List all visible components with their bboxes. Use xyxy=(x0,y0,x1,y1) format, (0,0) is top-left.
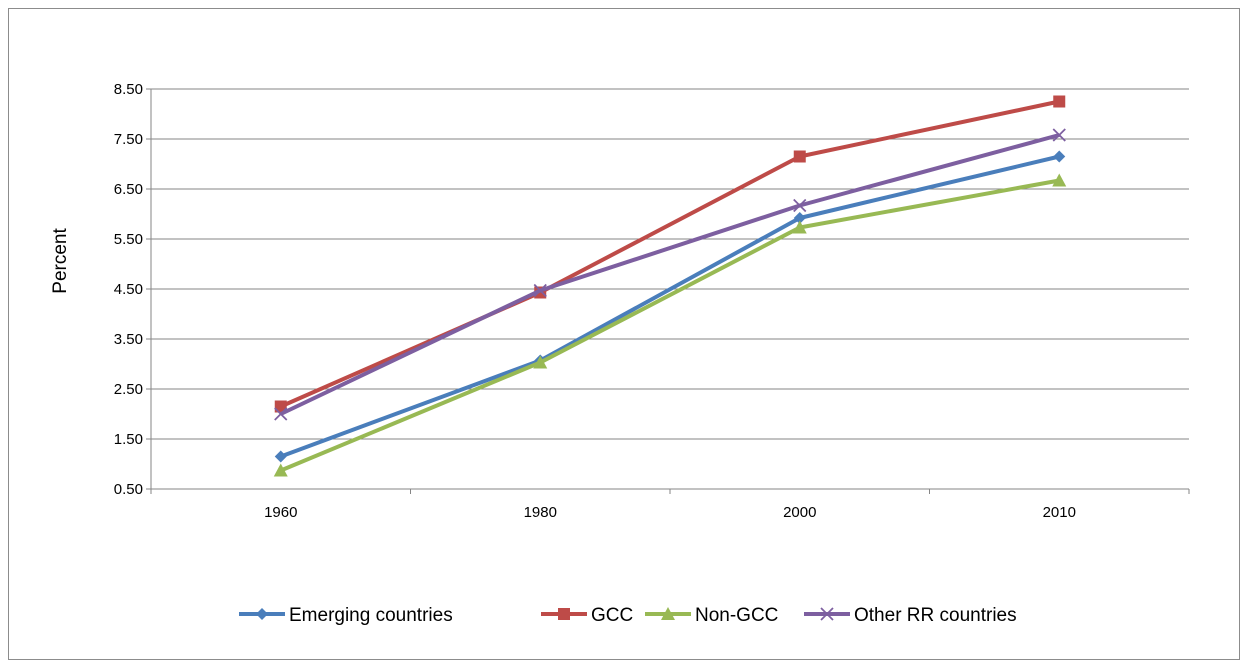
legend-label: Emerging countries xyxy=(289,605,453,626)
chart-frame: 0.50 1.50 2.50 3.50 4.50 5.50 6.50 7.50 8.50 1960… xyxy=(8,8,1240,660)
data-point xyxy=(1053,95,1066,108)
legend-marker xyxy=(256,608,268,620)
marker-stroke xyxy=(820,607,834,621)
marker-stroke xyxy=(1052,128,1066,142)
y-tick-label: 5.50 xyxy=(114,231,143,248)
x-tick-label: 2010 xyxy=(1043,504,1076,521)
x-tick-label: 1980 xyxy=(524,504,557,521)
legend-item: Emerging countries xyxy=(239,605,453,626)
series-line xyxy=(279,133,1060,416)
x-tick-label: 1960 xyxy=(264,504,297,521)
data-point xyxy=(793,198,807,213)
legend-label: Non-GCC xyxy=(695,605,778,626)
data-point xyxy=(274,450,287,463)
data-point xyxy=(274,407,288,421)
y-tick-label: 4.50 xyxy=(114,281,143,298)
legend-marker xyxy=(661,607,675,620)
legend-marker xyxy=(558,608,570,620)
line-chart: 0.50 1.50 2.50 3.50 4.50 5.50 6.50 7.50 8.50 1960… xyxy=(50,81,1190,626)
series-line xyxy=(280,154,1060,459)
y-tick-label: 0.50 xyxy=(114,481,143,498)
data-point xyxy=(273,463,288,477)
y-tick-label: 8.50 xyxy=(114,81,143,98)
y-tick-label: 7.50 xyxy=(114,131,143,148)
data-point xyxy=(793,212,806,224)
series-emerging-countries xyxy=(274,150,1066,463)
legend: Emerging countries GCC Non-GCC Other RR cou… xyxy=(239,605,1017,626)
legend-marker xyxy=(820,607,834,621)
data-point xyxy=(1053,150,1066,163)
series-other-rr-countries xyxy=(274,128,1066,421)
data-point xyxy=(1052,128,1066,142)
marker-stroke xyxy=(793,198,807,213)
y-tick-label: 3.50 xyxy=(114,331,143,348)
data-point xyxy=(1052,173,1067,187)
data-point xyxy=(793,150,806,163)
data-point xyxy=(533,355,548,369)
legend-item: GCC xyxy=(541,605,633,626)
series-line xyxy=(279,99,1060,409)
y-axis-title: Percent xyxy=(50,228,71,294)
data-point xyxy=(792,220,807,234)
legend-item: Non-GCC xyxy=(645,605,778,626)
series-line xyxy=(279,178,1060,473)
data-point xyxy=(533,283,547,298)
legend-label: Other RR countries xyxy=(854,605,1017,626)
series-gcc xyxy=(274,95,1066,413)
y-tick-label: 1.50 xyxy=(114,431,143,448)
data-point xyxy=(274,400,287,413)
marker-stroke xyxy=(533,283,547,298)
legend-label: GCC xyxy=(591,605,633,626)
series-lines xyxy=(273,95,1067,477)
y-tick-label: 6.50 xyxy=(114,181,143,198)
y-tick-label: 2.50 xyxy=(114,381,143,398)
legend-item: Other RR countries xyxy=(804,605,1017,626)
marker-stroke xyxy=(274,407,288,421)
x-tick-label: 2000 xyxy=(783,504,816,521)
axes: 0.50 1.50 2.50 3.50 4.50 5.50 6.50 7.50 8.50 1960… xyxy=(114,81,1190,521)
series-non-gcc xyxy=(273,173,1067,477)
